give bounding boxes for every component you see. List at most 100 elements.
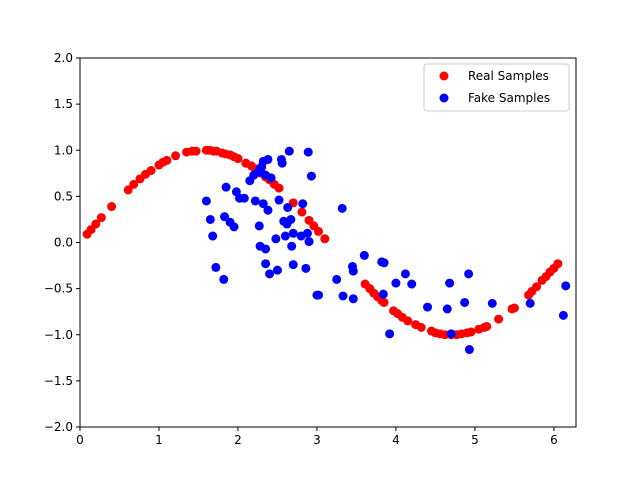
fake-sample-point bbox=[208, 231, 218, 241]
fake-sample-point bbox=[263, 205, 273, 215]
fake-sample-point bbox=[219, 274, 229, 284]
x-tick-label: 3 bbox=[313, 433, 321, 447]
fake-sample-point bbox=[391, 278, 401, 288]
fake-sample-point bbox=[302, 228, 312, 238]
y-tick-label: −1.0 bbox=[44, 328, 73, 342]
fake-sample-point bbox=[338, 291, 348, 301]
real-sample-point bbox=[416, 322, 426, 332]
fake-sample-point bbox=[261, 259, 271, 269]
points-layer bbox=[82, 145, 571, 355]
fake-sample-point bbox=[460, 297, 470, 307]
legend-marker bbox=[439, 93, 449, 103]
fake-sample-point bbox=[272, 265, 282, 275]
fake-sample-point bbox=[277, 158, 287, 168]
y-tick-label: 2.0 bbox=[54, 51, 73, 65]
x-tick-label: 6 bbox=[550, 433, 558, 447]
fake-sample-point bbox=[283, 202, 293, 212]
fake-sample-point bbox=[423, 302, 433, 312]
fake-sample-point bbox=[287, 241, 297, 251]
fake-sample-point bbox=[306, 171, 316, 181]
fake-sample-point bbox=[487, 298, 497, 308]
legend-box bbox=[423, 63, 570, 112]
real-sample-point bbox=[96, 213, 106, 223]
fake-sample-point bbox=[446, 329, 456, 339]
real-sample-point bbox=[379, 297, 389, 307]
fake-sample-point bbox=[258, 199, 268, 209]
y-tick-label: −1.5 bbox=[44, 374, 73, 388]
fake-sample-point bbox=[304, 237, 314, 247]
fake-sample-point bbox=[211, 262, 221, 272]
y-tick-label: −2.0 bbox=[44, 420, 73, 434]
real-sample-point bbox=[107, 202, 117, 212]
fake-sample-point bbox=[314, 290, 324, 300]
fake-sample-point bbox=[229, 222, 239, 232]
real-sample-point bbox=[320, 234, 330, 244]
legend-label: Fake Samples bbox=[468, 91, 550, 105]
legend-label: Real Samples bbox=[468, 69, 549, 83]
fake-sample-point bbox=[266, 173, 276, 183]
ticks-layer: 0 1 2 3 4 5 6 −2.0 −1.5 −1.0 −0.5 0.0 0.5 1.0 1.5 2.0 bbox=[44, 51, 558, 447]
real-sample-point bbox=[314, 226, 324, 236]
real-sample-point bbox=[274, 183, 284, 193]
real-sample-point bbox=[466, 327, 476, 337]
fake-sample-point bbox=[286, 214, 296, 224]
fake-sample-point bbox=[348, 266, 358, 276]
series-group bbox=[201, 146, 571, 355]
fake-sample-point bbox=[205, 214, 215, 224]
fake-sample-point bbox=[464, 269, 474, 279]
fake-sample-point bbox=[298, 199, 308, 209]
y-tick-label: 1.5 bbox=[54, 97, 73, 111]
fake-sample-point bbox=[288, 260, 298, 270]
fake-sample-point bbox=[442, 304, 452, 314]
x-tick-label: 0 bbox=[76, 433, 84, 447]
x-tick-label: 1 bbox=[155, 433, 163, 447]
y-tick-label: 0.5 bbox=[54, 189, 73, 203]
fake-sample-point bbox=[254, 221, 264, 231]
real-sample-point bbox=[403, 316, 413, 326]
fake-sample-point bbox=[239, 193, 249, 203]
real-sample-point bbox=[191, 146, 201, 156]
y-tick-label: 0.0 bbox=[54, 236, 73, 250]
real-sample-point bbox=[171, 151, 181, 161]
real-sample-point bbox=[146, 166, 156, 176]
y-tick-label: −0.5 bbox=[44, 282, 73, 296]
fake-sample-point bbox=[348, 294, 358, 304]
x-tick-label: 5 bbox=[471, 433, 479, 447]
fake-sample-point bbox=[303, 147, 313, 157]
fake-sample-point bbox=[525, 298, 535, 308]
fake-sample-point bbox=[261, 244, 271, 254]
fake-sample-point bbox=[332, 274, 342, 284]
fake-sample-point bbox=[379, 258, 389, 268]
fake-sample-point bbox=[271, 234, 281, 244]
fake-sample-point bbox=[201, 196, 211, 206]
real-sample-point bbox=[123, 185, 133, 195]
fake-sample-point bbox=[337, 203, 347, 213]
fake-sample-point bbox=[558, 310, 568, 320]
fake-sample-point bbox=[288, 228, 298, 238]
fake-sample-point bbox=[464, 345, 474, 355]
fake-sample-point bbox=[359, 250, 369, 260]
real-sample-point bbox=[129, 179, 139, 189]
real-sample-point bbox=[494, 314, 504, 324]
fake-sample-point bbox=[280, 231, 290, 241]
x-tick-label: 4 bbox=[392, 433, 400, 447]
real-sample-point bbox=[532, 282, 542, 292]
real-sample-point bbox=[162, 155, 172, 165]
real-sample-point bbox=[553, 259, 563, 269]
fake-sample-point bbox=[445, 278, 455, 288]
y-tick-label: 1.0 bbox=[54, 143, 73, 157]
fake-sample-point bbox=[263, 154, 273, 164]
fake-sample-point bbox=[220, 212, 230, 222]
fake-sample-point bbox=[221, 182, 231, 192]
fake-sample-point bbox=[385, 329, 395, 339]
fake-sample-point bbox=[274, 195, 284, 205]
series-group bbox=[82, 145, 563, 340]
fake-sample-point bbox=[301, 263, 311, 273]
fake-sample-point bbox=[407, 279, 417, 289]
fake-sample-point bbox=[250, 196, 260, 206]
fake-sample-point bbox=[265, 269, 275, 279]
legend: Real Samples Fake Samples bbox=[423, 63, 570, 112]
real-sample-point bbox=[91, 219, 101, 229]
